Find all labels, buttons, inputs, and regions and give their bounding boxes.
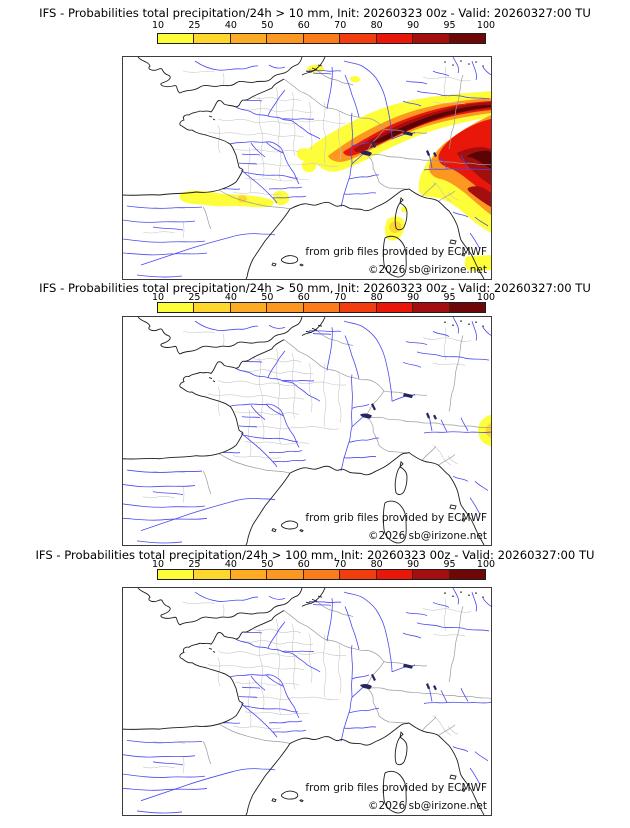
attribution-ecmwf: from grib files provided by ECMWF (305, 782, 487, 794)
colorbar-segment (230, 570, 268, 579)
colorbar-segment (230, 303, 268, 312)
colorbar-segment (267, 34, 304, 43)
colorbar-segment (376, 34, 414, 43)
colorbar-tick-label: 60 (297, 292, 310, 303)
colorbar-segment (376, 303, 414, 312)
colorbar-tick-label: 80 (370, 292, 383, 303)
colorbar-tick-label: 95 (443, 559, 456, 570)
colorbar-tick-label: 80 (370, 20, 383, 31)
precip-overlay (478, 414, 491, 447)
basemap (123, 317, 491, 545)
colorbar-segment (413, 570, 450, 579)
attribution-copyright: ©2026 sb@irizone.net (368, 264, 487, 276)
colorbar-segment (194, 303, 231, 312)
colorbar-tick-label: 60 (297, 559, 310, 570)
colorbar-tick-label: 70 (334, 20, 347, 31)
colorbar-tick-label: 70 (334, 292, 347, 303)
colorbar-segment (340, 303, 377, 312)
colorbar-tick-label: 90 (407, 20, 420, 31)
map-svg (123, 317, 491, 545)
colorbar-ticks: 10 25 40 50 60 70 80 90 95 100 (152, 20, 495, 31)
panel-title: IFS - Probabilities total precipitation/… (39, 6, 591, 20)
map-svg (123, 588, 491, 815)
colorbar-segment (194, 34, 231, 43)
panel-title: IFS - Probabilities total precipitation/… (35, 548, 595, 562)
colorbar-segment (303, 570, 341, 579)
colorbar-segment (449, 570, 485, 579)
colorbar-tick-label: 25 (188, 20, 201, 31)
colorbar-segment (194, 570, 231, 579)
colorbar (157, 33, 486, 44)
colorbar-segment (413, 303, 450, 312)
colorbar-segment (340, 34, 377, 43)
colorbar-tick-label: 95 (443, 292, 456, 303)
colorbar-segment (449, 34, 485, 43)
colorbar-segment (340, 570, 377, 579)
colorbar-tick-label: 10 (151, 292, 165, 303)
colorbar-segment (267, 570, 304, 579)
colorbar-segment (413, 34, 450, 43)
colorbar-tick-label: 10 (151, 20, 165, 31)
attribution-copyright: ©2026 sb@irizone.net (368, 800, 487, 812)
colorbar-tick-label: 70 (334, 559, 347, 570)
colorbar-tick-label: 40 (224, 20, 237, 31)
colorbar-tick-label: 40 (224, 292, 237, 303)
colorbar-segment (267, 303, 304, 312)
map-france-100mm: from grib files provided by ECMWF ©2026 … (122, 587, 492, 816)
colorbar-tick-label: 100 (476, 292, 496, 303)
attribution-ecmwf: from grib files provided by ECMWF (305, 512, 487, 524)
colorbar (157, 569, 486, 580)
attribution-ecmwf: from grib files provided by ECMWF (305, 246, 487, 258)
colorbar-ticks: 10 25 40 50 60 70 80 90 95 100 (152, 559, 495, 570)
colorbar-tick-label: 50 (261, 559, 274, 570)
colorbar-tick-label: 100 (476, 559, 496, 570)
colorbar (157, 302, 486, 313)
colorbar-tick-label: 40 (224, 559, 237, 570)
colorbar-segment (449, 303, 485, 312)
attribution-copyright: ©2026 sb@irizone.net (368, 530, 487, 542)
colorbar-tick-label: 50 (261, 20, 274, 31)
map-france-10mm: from grib files provided by ECMWF ©2026 … (122, 56, 492, 280)
colorbar-tick-label: 50 (261, 292, 274, 303)
colorbar-tick-label: 90 (407, 292, 420, 303)
colorbar-ticks: 10 25 40 50 60 70 80 90 95 100 (152, 292, 495, 303)
colorbar-tick-label: 100 (476, 20, 496, 31)
colorbar-segment (230, 34, 268, 43)
colorbar-tick-label: 80 (370, 559, 383, 570)
colorbar-tick-label: 90 (407, 559, 420, 570)
colorbar-segment (303, 303, 341, 312)
basemap (123, 588, 491, 815)
colorbar-tick-label: 25 (188, 292, 201, 303)
colorbar-segment (376, 570, 414, 579)
colorbar-segment (303, 34, 341, 43)
colorbar-tick-label: 25 (188, 559, 201, 570)
colorbar-segment (158, 303, 195, 312)
colorbar-segment (158, 34, 195, 43)
map-france-50mm: from grib files provided by ECMWF ©2026 … (122, 316, 492, 546)
colorbar-tick-label: 60 (297, 20, 310, 31)
colorbar-segment (158, 570, 195, 579)
colorbar-tick-label: 10 (151, 559, 165, 570)
panel-title: IFS - Probabilities total precipitation/… (39, 281, 591, 295)
colorbar-tick-label: 95 (443, 20, 456, 31)
